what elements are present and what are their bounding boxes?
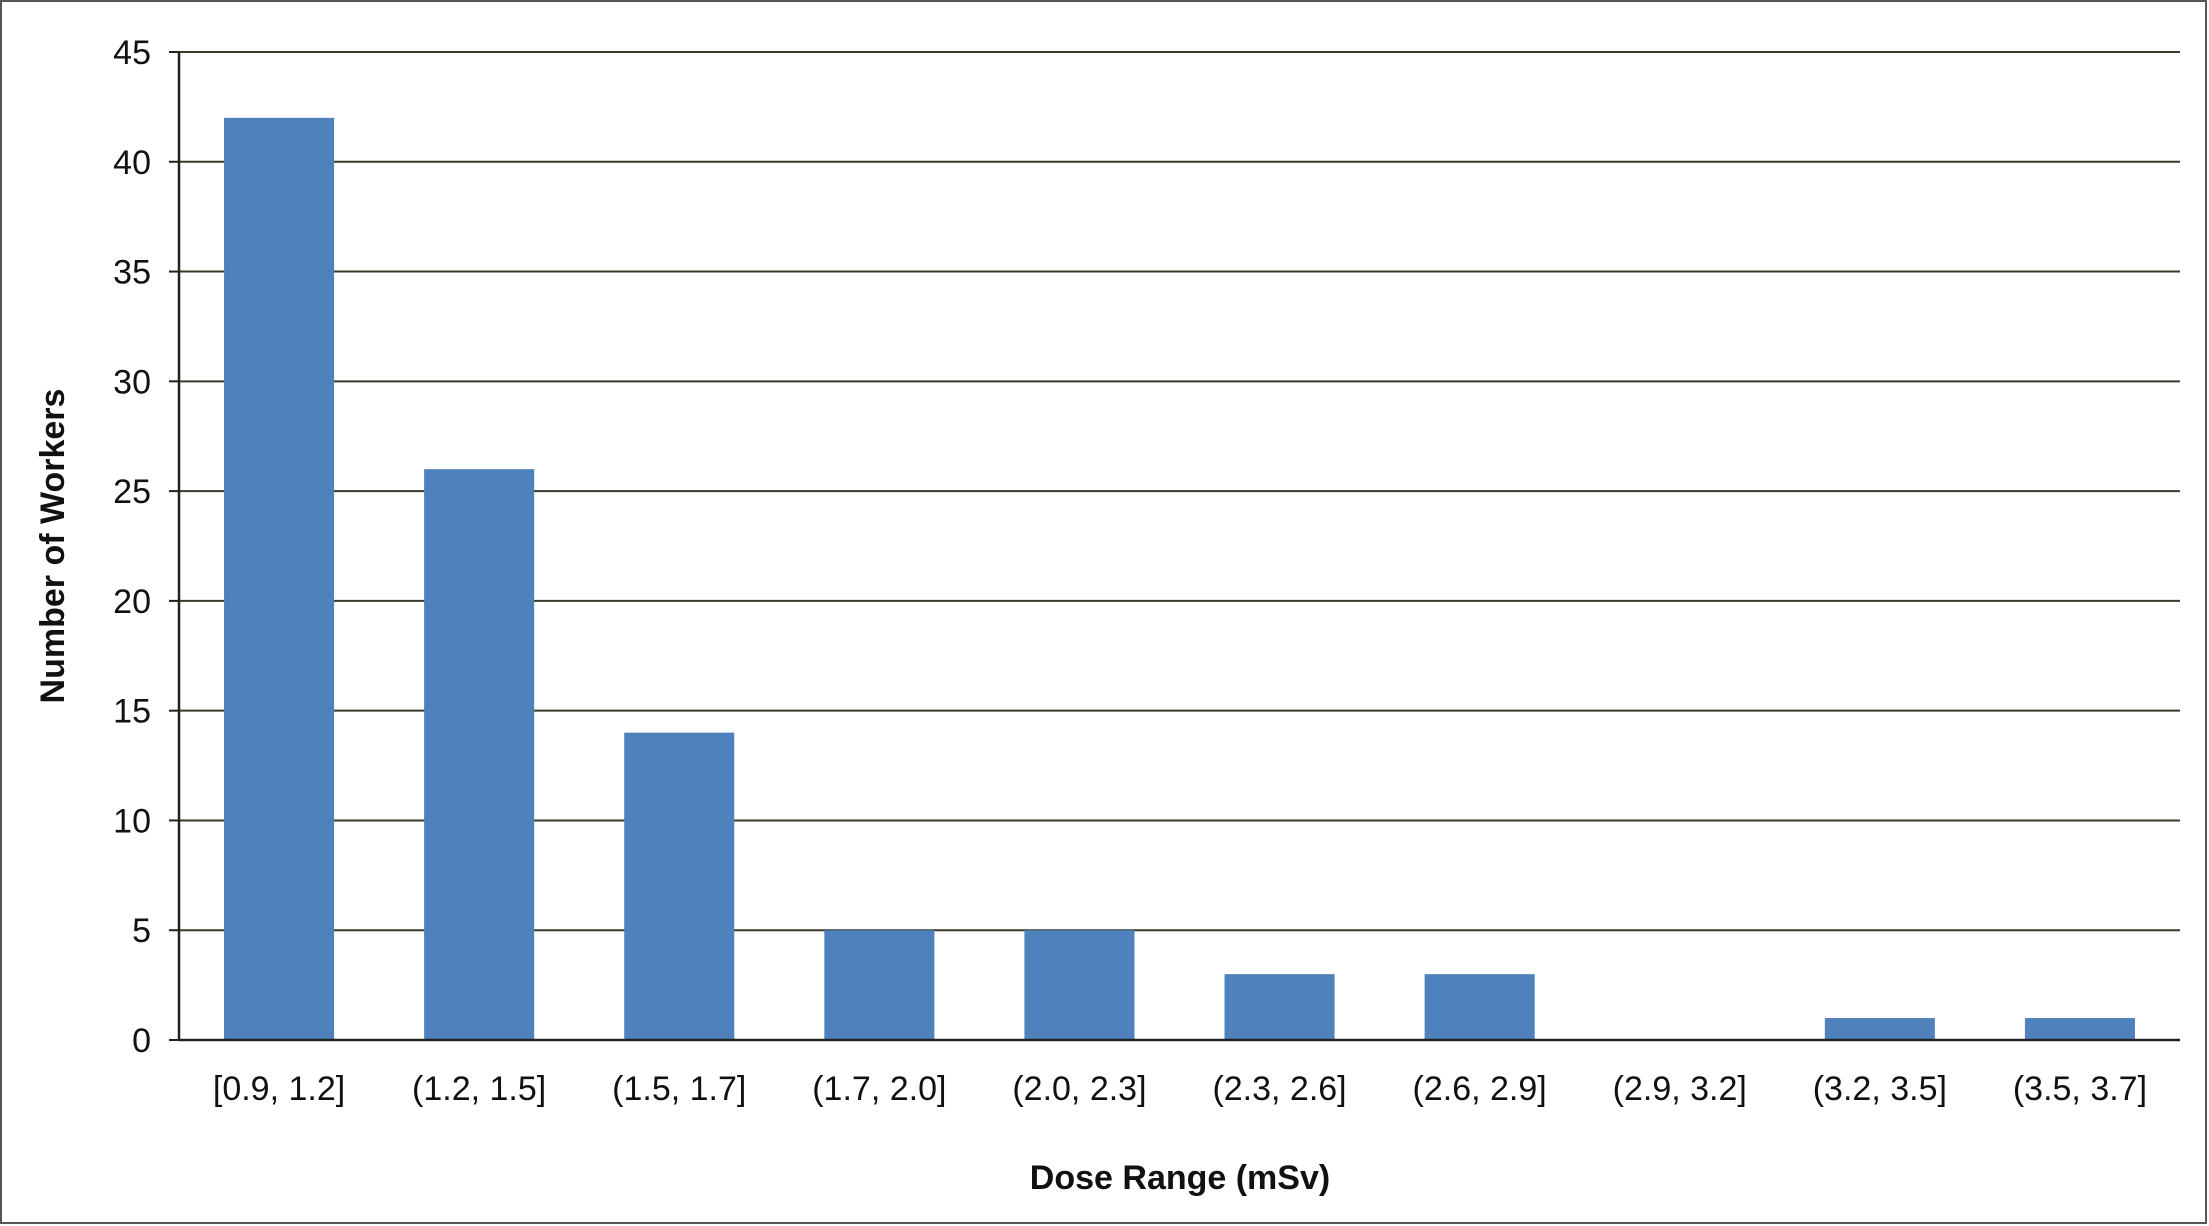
x-tick-label: (1.2, 1.5] [412,1070,546,1108]
y-tick-labels: 0 5 10 15 20 25 30 35 40 45 [113,34,151,1060]
x-tick-label: (2.9, 3.2] [1613,1070,1747,1108]
y-tick-label: 10 [113,802,151,840]
x-tick-label: (3.2, 3.5] [1813,1070,1947,1108]
y-tick-label: 45 [113,34,151,72]
x-tick-label: (1.7, 2.0] [812,1070,946,1108]
bars [224,117,2135,1041]
bar [624,732,735,1040]
bar [1824,1018,1935,1040]
x-tick-label: (2.3, 2.6] [1212,1070,1346,1108]
x-tick-labels: [0.9, 1.2] (1.2, 1.5] (1.5, 1.7] (1.7, 2.0]… [213,1070,2147,1108]
x-tick-label: (2.0, 2.3] [1012,1070,1146,1108]
bar [1024,930,1135,1040]
y-tick-label: 15 [113,693,151,731]
x-tick-label: (2.6, 2.9] [1413,1070,1547,1108]
y-tick-label: 0 [132,1022,151,1060]
x-tick-label: (3.5, 3.7] [2013,1070,2147,1108]
bar [1224,974,1335,1040]
y-tick-label: 20 [113,583,151,621]
y-axis-title: Number of Workers [34,389,72,704]
bar [424,469,535,1041]
bar [824,930,935,1040]
x-tick-label: (1.5, 1.7] [612,1070,746,1108]
axes [169,51,2180,1042]
x-axis-title: Dose Range (mSv) [1030,1159,1330,1197]
y-tick-label: 30 [113,363,151,401]
y-tick-label: 35 [113,254,151,292]
y-tick-label: 5 [132,912,151,950]
bar [2024,1018,2135,1040]
y-tick-label: 25 [113,473,151,511]
y-tick-label: 40 [113,144,151,182]
bar [1424,974,1535,1040]
x-tick-label: [0.9, 1.2] [213,1070,345,1108]
bar [224,117,335,1040]
